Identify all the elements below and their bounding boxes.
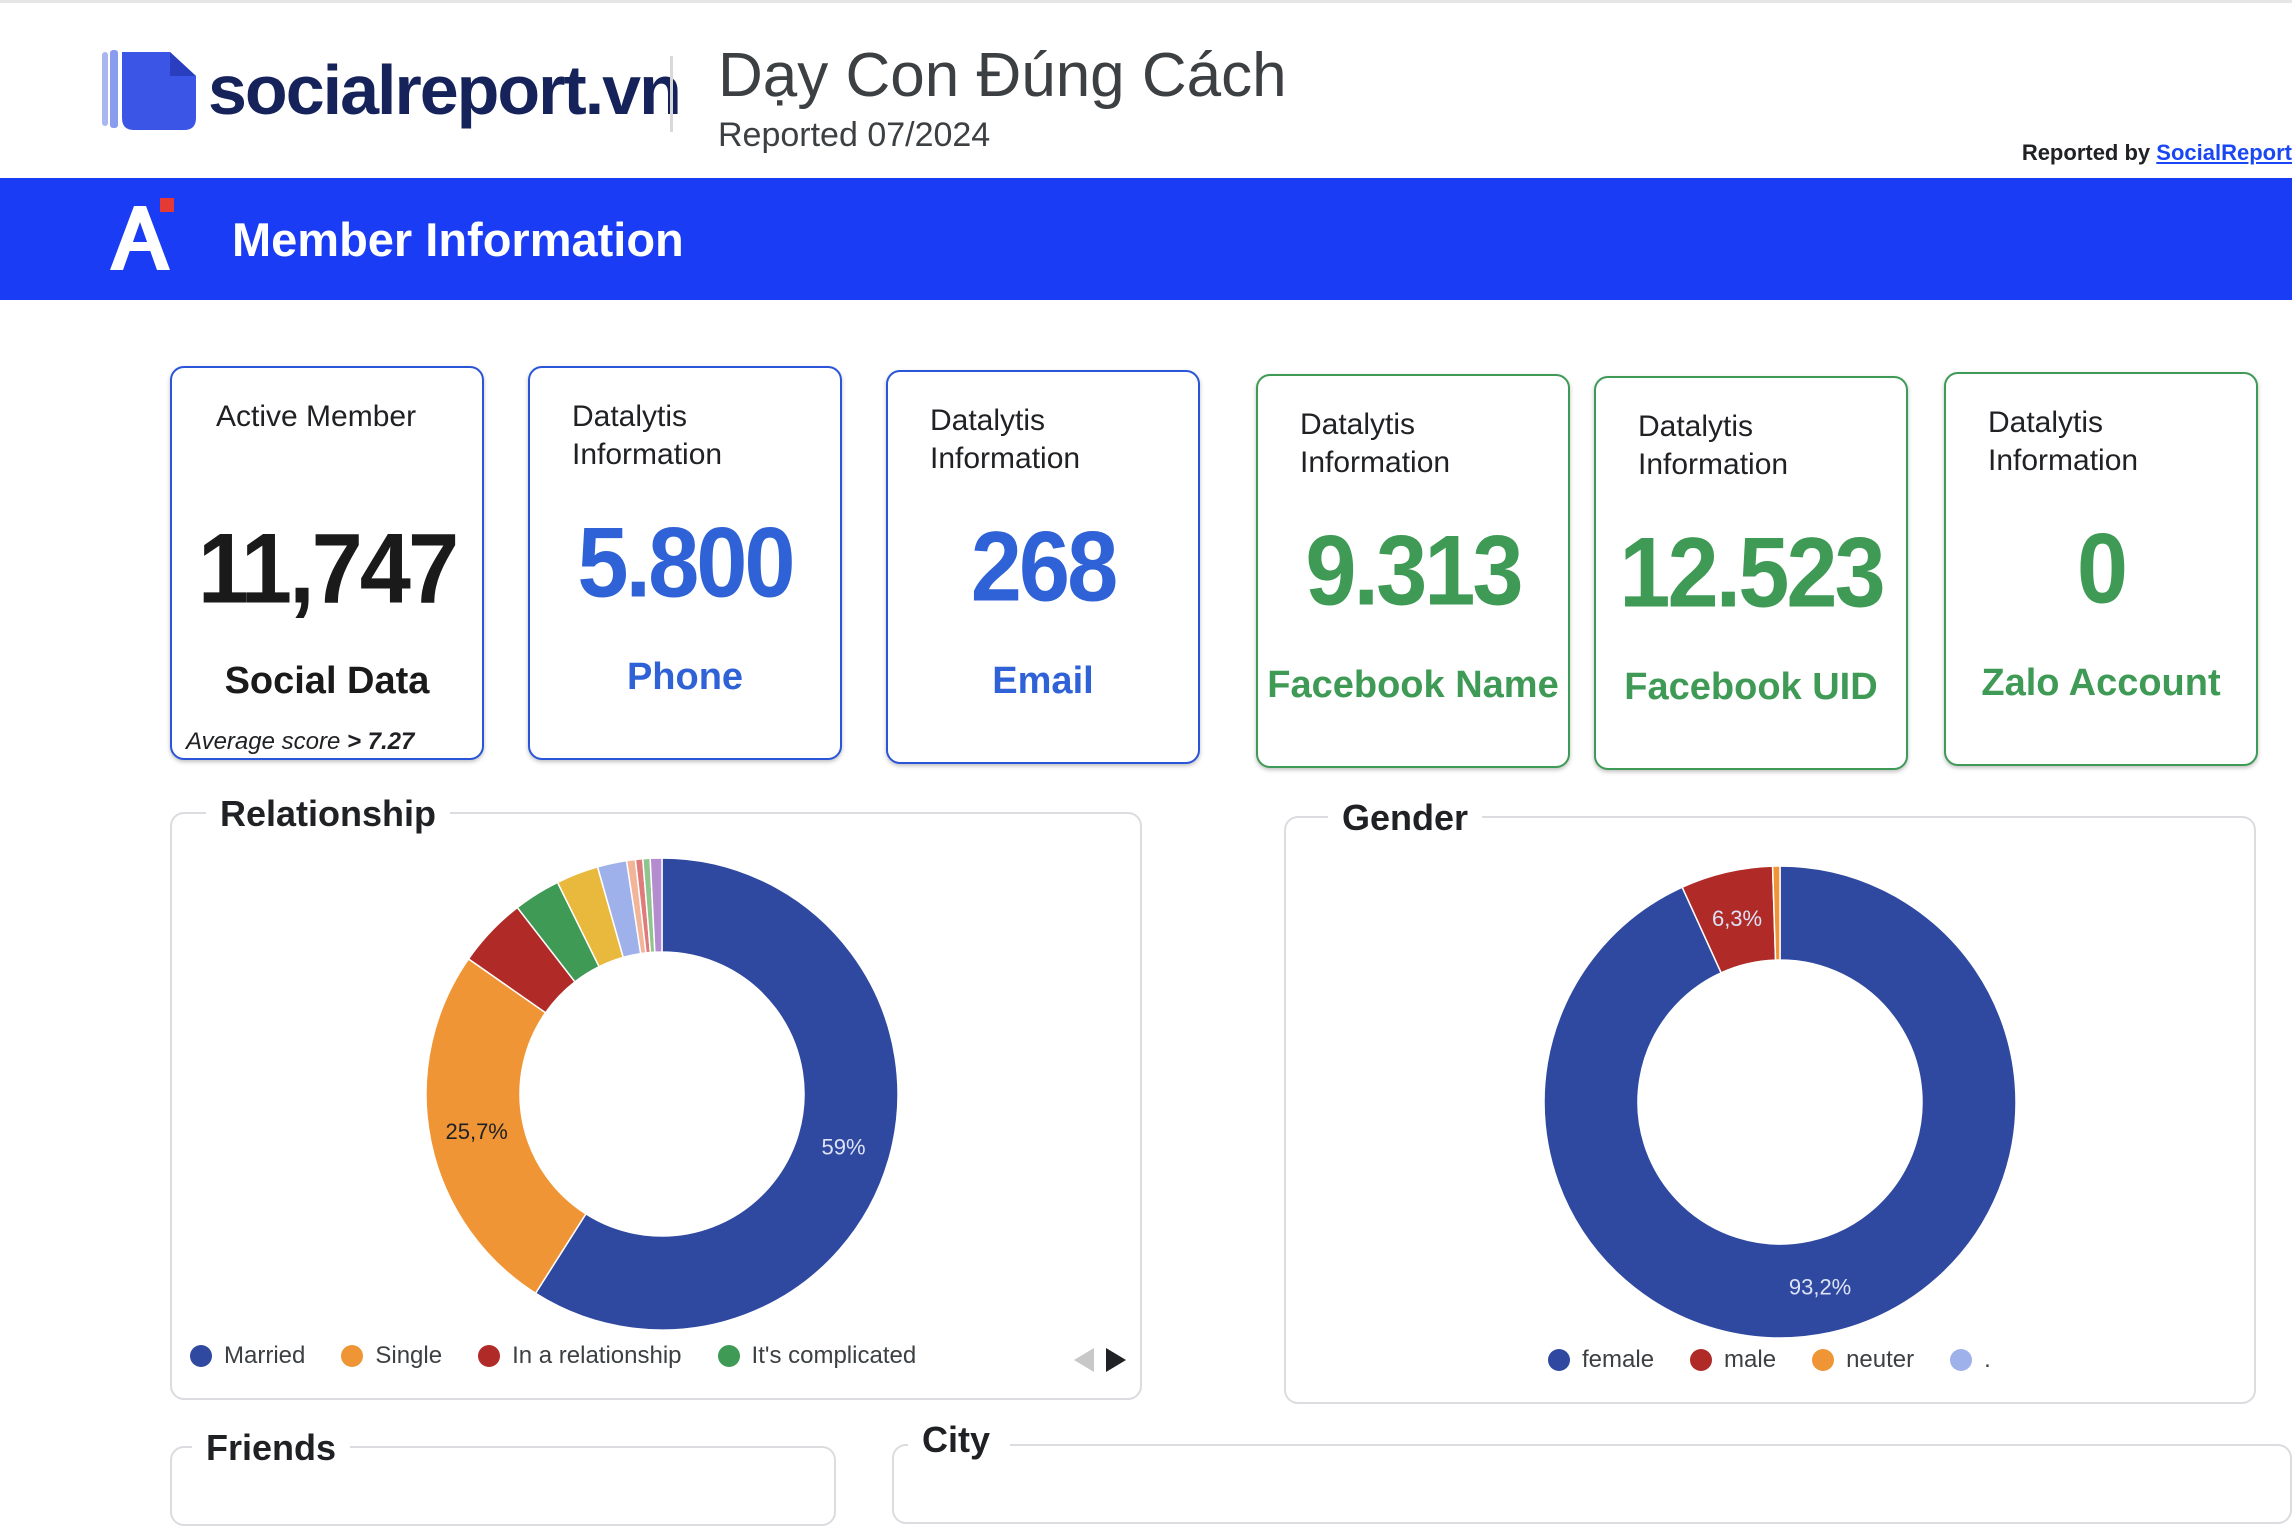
report-period: Reported 07/2024	[718, 116, 991, 154]
slice-label: 25,7%	[445, 1119, 507, 1144]
legend-item[interactable]: female	[1548, 1346, 1654, 1374]
zalo-account-card: Datalytis Information 0 Zalo Account	[1944, 372, 2258, 766]
relationship-panel: 59% 25,7% Married Single In a relationship I…	[170, 812, 1142, 1400]
legend-swatch	[478, 1345, 501, 1367]
legend-label: Married	[224, 1342, 306, 1369]
card-value: 12.523	[1619, 517, 1885, 629]
legend-item[interactable]: Single	[341, 1342, 442, 1370]
city-panel	[892, 1444, 2292, 1524]
slice-female[interactable]	[1543, 865, 2017, 1339]
average-score-label: Average score	[186, 728, 347, 755]
legend-label: neuter	[1846, 1346, 1915, 1373]
email-card: Datalytis Information 268 Email	[886, 370, 1200, 764]
page-title: Dạy Con Đúng Cách	[718, 41, 1287, 110]
active-member-card: Active Member 11,747 Social Data Average…	[170, 366, 484, 760]
slice-single[interactable]	[425, 957, 587, 1295]
relationship-donut-chart: 59% 25,7%	[425, 857, 899, 1331]
relationship-title: Relationship	[206, 792, 451, 836]
legend-prev-icon[interactable]	[1074, 1348, 1094, 1372]
header-divider	[670, 56, 673, 132]
gender-title: Gender	[1328, 796, 1483, 840]
legend-swatch	[1690, 1349, 1713, 1371]
slice-label: 6,3%	[1712, 906, 1762, 931]
legend-swatch	[190, 1345, 212, 1367]
friends-title: Friends	[192, 1426, 351, 1470]
card-label: Datalytis Information	[1988, 406, 2139, 477]
section-banner: Member Information	[0, 178, 2292, 300]
facebook-uid-card: Datalytis Information 12.523 Facebook UI…	[1594, 376, 1908, 770]
slice-label: 93,2%	[1789, 1275, 1851, 1300]
facebook-name-card: Datalytis Information 9.313 Facebook Nam…	[1256, 374, 1570, 768]
relationship-legend: Married Single In a relationship It's compl…	[190, 1342, 952, 1370]
average-score-note: Average score > 7.27	[186, 728, 414, 756]
legend-label: It's complicated	[751, 1342, 917, 1369]
card-caption: Phone	[626, 656, 744, 698]
legend-swatch	[1950, 1349, 1973, 1371]
datalytis-logo-icon	[110, 198, 174, 270]
reported-by-label: Reported by	[2021, 140, 2151, 165]
brand-name: socialreport.vn	[208, 51, 682, 129]
slice-married[interactable]	[534, 857, 899, 1331]
card-value: 0	[2076, 513, 2128, 625]
slice-other-9[interactable]	[649, 857, 663, 953]
reported-by: Reported by SocialReport	[2022, 140, 2292, 166]
legend-pager	[1074, 1348, 1126, 1372]
legend-item[interactable]: Married	[190, 1342, 305, 1370]
card-caption: Email	[992, 660, 1094, 702]
legend-next-icon[interactable]	[1106, 1348, 1126, 1372]
card-value: 5.800	[577, 507, 795, 619]
legend-label: .	[1984, 1346, 1991, 1373]
legend-swatch	[341, 1345, 364, 1367]
card-value: 268	[970, 511, 1119, 623]
card-caption: Social Data	[224, 660, 430, 702]
city-title: City	[908, 1418, 1011, 1462]
legend-label: male	[1724, 1346, 1777, 1373]
top-border	[0, 0, 2292, 3]
card-label: Datalytis Information	[930, 404, 1081, 475]
average-score-value: > 7.27	[346, 728, 415, 755]
legend-item[interactable]: In a relationship	[478, 1342, 682, 1370]
gender-legend: female male neuter.	[1548, 1346, 2027, 1374]
card-label: Datalytis Information	[1638, 410, 1789, 481]
slice-label: 59%	[821, 1135, 865, 1160]
card-caption: Zalo Account	[1981, 662, 2221, 704]
socialreport-logo-icon	[102, 50, 196, 130]
legend-label: In a relationship	[512, 1342, 682, 1369]
card-caption: Facebook UID	[1624, 666, 1878, 708]
legend-label: female	[1582, 1346, 1655, 1373]
legend-swatch	[1548, 1349, 1570, 1371]
card-label: Active Member	[216, 400, 417, 433]
card-value: 9.313	[1305, 515, 1523, 627]
gender-donut-chart: 93,2% 6,3%	[1543, 865, 2017, 1339]
card-caption: Facebook Name	[1267, 664, 1559, 706]
card-label: Datalytis Information	[572, 400, 723, 471]
slice-neuter[interactable]	[1771, 865, 1781, 961]
card-value: 11,747	[197, 513, 459, 625]
phone-card: Datalytis Information 5.800 Phone	[528, 366, 842, 760]
legend-swatch	[717, 1345, 740, 1367]
legend-item[interactable]: .	[1950, 1346, 1991, 1374]
section-title: Member Information	[232, 213, 684, 266]
gender-panel: 93,2% 6,3% female male neuter.	[1284, 816, 2256, 1404]
legend-item[interactable]: neuter	[1812, 1346, 1914, 1374]
legend-item[interactable]: male	[1690, 1346, 1776, 1374]
card-label: Datalytis Information	[1300, 408, 1451, 479]
legend-swatch	[1812, 1349, 1835, 1371]
reported-by-link[interactable]: SocialReport	[2156, 140, 2292, 165]
legend-label: Single	[375, 1342, 443, 1369]
legend-item[interactable]: It's complicated	[717, 1342, 917, 1370]
